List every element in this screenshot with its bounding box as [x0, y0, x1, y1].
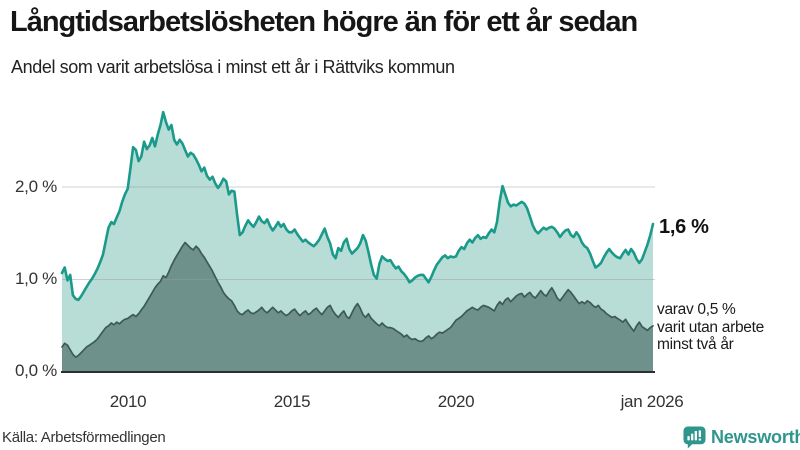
end-note-line-2: varit utan arbete [657, 318, 764, 336]
x-tick-2010: 2010 [109, 392, 147, 411]
newsworthy-icon [683, 426, 706, 449]
end-value-label: 1,6 % [659, 216, 709, 238]
long-line [61, 241, 654, 359]
end-note-label: varav 0,5 % varit utan arbete minst två … [657, 301, 764, 354]
x-tick-2015: 2015 [273, 392, 311, 411]
end-note-line-1: varav 0,5 % [657, 301, 736, 318]
end-note-line-3: minst två år [657, 336, 734, 353]
y-tick-0: 0,0 % [15, 361, 57, 380]
newsworthy-logo[interactable]: Newsworthy [683, 426, 800, 449]
long-area [62, 242, 653, 372]
page-subtitle: Andel som varit arbetslösa i minst ett å… [11, 57, 455, 77]
y-tick-1: 1,0 % [15, 269, 57, 288]
newsworthy-wordmark: Newsworthy [711, 427, 800, 447]
speech-bubble-shape [683, 426, 706, 449]
x-tick-jan-2026: jan 2026 [620, 392, 684, 411]
source-note: Källa: Arbetsförmedlingen [2, 429, 166, 446]
bar-chart-glyph [687, 430, 702, 441]
total-line [60, 110, 655, 302]
x-tick-2020: 2020 [437, 392, 475, 411]
y-tick-2: 2,0 % [15, 177, 57, 196]
page-title: Långtidsarbetslösheten högre än för ett … [10, 6, 638, 38]
